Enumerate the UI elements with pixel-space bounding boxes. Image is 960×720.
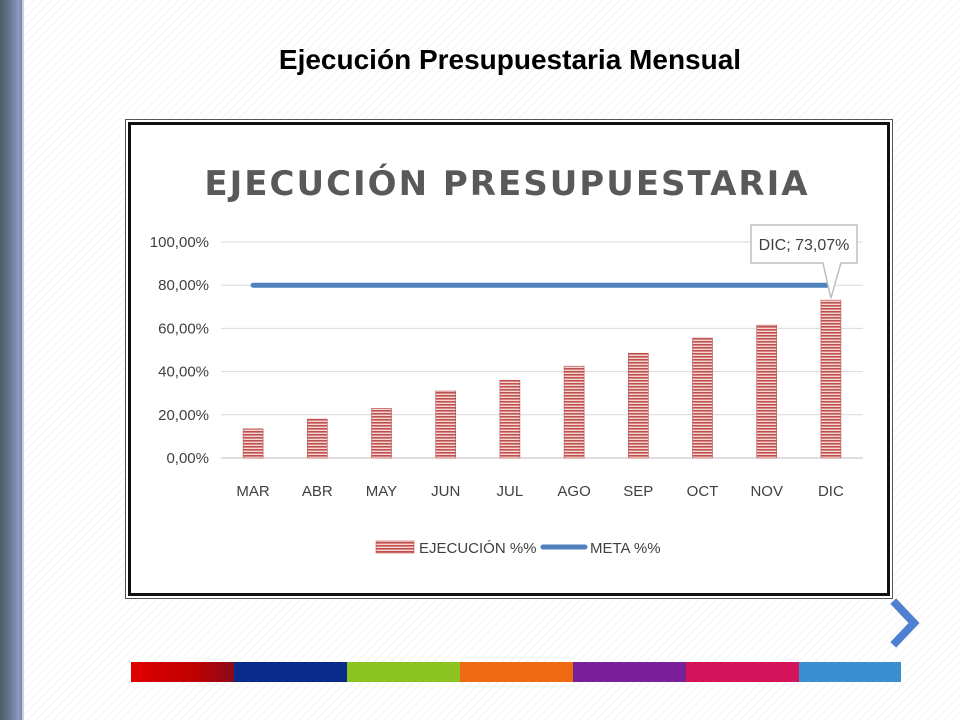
legend: EJECUCIÓN %% META %% (375, 540, 661, 557)
y-axis-labels: 0,00% 20,00% 40,00% 60,00% 80,00% 100,00% (150, 234, 209, 467)
x-tick-label: SEP (623, 483, 653, 500)
y-tick-label: 20,00% (158, 407, 209, 424)
color-strip (131, 662, 901, 682)
callout-box (750, 224, 858, 299)
bar-may (371, 408, 392, 459)
legend-swatch-ejecucion (375, 540, 415, 554)
color-strip-segment (347, 662, 460, 682)
color-strip-segment (460, 662, 573, 682)
bar-dic (820, 299, 842, 459)
color-strip-segment (799, 662, 901, 682)
bar-ago (563, 365, 585, 459)
x-tick-label: JUL (497, 483, 524, 500)
x-tick-label: ABR (302, 483, 333, 500)
chart-frame: EJECUCIÓN PRESUPUESTARIA MAR ABR MAY JUN JUL… (128, 122, 890, 596)
legend-label-ejecucion: EJECUCIÓN %% (419, 540, 537, 557)
bar-abr (307, 418, 328, 459)
bar-sep (627, 352, 649, 459)
x-tick-label: MAR (236, 483, 269, 500)
x-tick-label: NOV (750, 483, 783, 500)
chart-title: EJECUCIÓN PRESUPUESTARIA (204, 163, 809, 204)
budget-chart: EJECUCIÓN PRESUPUESTARIA MAR ABR MAY JUN JUL… (150, 163, 863, 557)
y-tick-label: 80,00% (158, 277, 209, 294)
y-tick-label: 100,00% (150, 234, 209, 251)
y-tick-label: 60,00% (158, 320, 209, 337)
color-strip-segment (573, 662, 686, 682)
color-strip-segment (234, 662, 347, 682)
bar-jul (499, 379, 521, 459)
left-accent-bar (0, 0, 24, 720)
x-tick-label: OCT (687, 483, 719, 500)
x-axis-labels: MAR ABR MAY JUN JUL AGO SEP OCT NOV DIC (236, 483, 844, 500)
data-callout: DIC; 73,07% (750, 224, 858, 299)
slide-title: Ejecución Presupuestaria Mensual (278, 44, 742, 75)
chevron-right-icon[interactable] (886, 598, 926, 648)
color-strip-segment (686, 662, 799, 682)
x-tick-label: JUN (431, 483, 460, 500)
bar-jun (435, 390, 457, 459)
x-tick-label: MAY (366, 483, 397, 500)
bar-nov (756, 324, 778, 459)
bars (242, 299, 842, 459)
callout-label: DIC; 73,07% (759, 237, 850, 254)
bar-oct (692, 337, 713, 459)
x-tick-label: DIC (818, 483, 844, 500)
x-tick-label: AGO (557, 483, 590, 500)
bar-mar (242, 428, 264, 459)
y-tick-label: 40,00% (158, 364, 209, 381)
color-strip-segment (131, 662, 234, 682)
legend-label-meta: META %% (590, 540, 661, 557)
y-tick-label: 0,00% (166, 450, 209, 467)
